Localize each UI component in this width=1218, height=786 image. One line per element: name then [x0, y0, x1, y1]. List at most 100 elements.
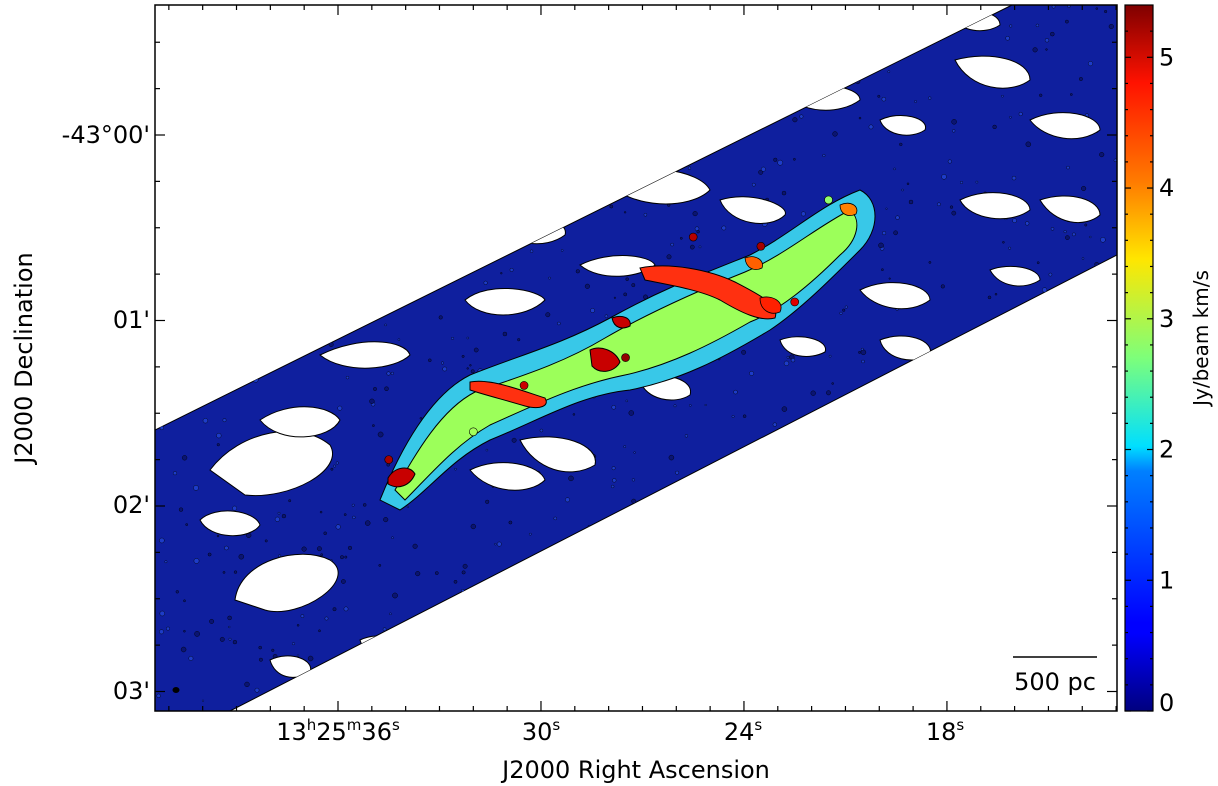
noise-speckle: [522, 24, 526, 28]
noise-speckle: [336, 198, 342, 205]
noise-speckle: [805, 468, 809, 471]
noise-speckle: [500, 272, 503, 275]
noise-speckle: [171, 221, 176, 226]
noise-speckle: [673, 404, 677, 408]
noise-speckle: [419, 252, 423, 256]
noise-speckle: [988, 626, 994, 632]
noise-speckle: [434, 571, 439, 575]
noise-speckle: [750, 104, 753, 107]
noise-speckle: [535, 194, 540, 199]
noise-speckle: [541, 187, 546, 193]
noise-speckle: [238, 554, 245, 560]
noise-speckle: [264, 313, 269, 318]
noise-speckle: [888, 21, 892, 25]
noise-speckle: [642, 557, 646, 560]
noise-speckle: [348, 55, 354, 61]
noise-speckle: [1091, 417, 1096, 422]
noise-speckle: [839, 311, 843, 315]
noise-speckle: [1001, 94, 1004, 98]
noise-speckle: [159, 610, 166, 617]
noise-speckle: [172, 471, 177, 476]
noise-speckle: [960, 180, 964, 184]
noise-speckle: [997, 568, 1003, 574]
noise-speckle: [289, 258, 294, 262]
noise-speckle: [1011, 175, 1017, 181]
noise-speckle: [553, 516, 557, 521]
noise-speckle: [686, 20, 691, 24]
noise-speckle: [1044, 38, 1050, 43]
noise-speckle: [951, 609, 956, 614]
noise-speckle: [405, 666, 409, 670]
noise-speckle: [677, 701, 682, 706]
noise-speckle: [661, 669, 665, 672]
noise-speckle: [164, 560, 168, 564]
noise-speckle: [498, 669, 504, 675]
noise-speckle: [1009, 24, 1013, 28]
noise-speckle: [442, 275, 448, 281]
noise-speckle: [446, 643, 451, 648]
noise-speckle: [1025, 141, 1032, 148]
noise-speckle: [232, 505, 238, 511]
noise-speckle: [936, 436, 941, 441]
noise-speckle: [415, 674, 421, 680]
noise-speckle: [419, 417, 423, 420]
noise-speckle: [858, 350, 861, 354]
noise-speckle: [901, 188, 904, 192]
noise-speckle: [619, 180, 624, 184]
noise-speckle: [1064, 561, 1069, 566]
noise-speckle: [987, 295, 992, 300]
noise-speckle: [379, 177, 383, 181]
noise-speckle: [475, 105, 479, 108]
noise-speckle: [352, 312, 356, 315]
noise-speckle: [684, 434, 688, 438]
noise-speckle: [975, 180, 979, 184]
noise-speckle: [881, 514, 885, 518]
noise-speckle: [187, 386, 191, 390]
noise-speckle: [222, 160, 225, 163]
noise-speckle: [761, 166, 766, 172]
noise-speckle: [539, 428, 544, 433]
noise-speckle: [180, 646, 187, 653]
noise-speckle: [335, 461, 339, 465]
noise-speckle: [614, 554, 618, 558]
noise-speckle: [500, 180, 503, 184]
noise-speckle: [1101, 442, 1104, 445]
noise-speckle: [644, 174, 647, 177]
noise-speckle: [1009, 331, 1013, 336]
noise-speckle: [159, 537, 165, 544]
noise-speckle: [471, 259, 477, 265]
noise-speckle: [391, 149, 395, 153]
noise-speckle: [564, 208, 569, 213]
noise-speckle: [736, 459, 742, 465]
noise-speckle: [529, 249, 534, 253]
noise-speckle: [448, 32, 451, 36]
noise-speckle: [796, 56, 802, 61]
noise-speckle: [617, 10, 621, 13]
noise-speckle: [1010, 477, 1014, 481]
noise-speckle: [534, 620, 539, 625]
noise-speckle: [172, 243, 176, 247]
noise-speckle: [638, 679, 641, 682]
noise-speckle: [555, 11, 560, 16]
noise-speckle: [611, 466, 616, 471]
noise-speckle: [407, 193, 414, 200]
emission-peak: [688, 232, 698, 242]
noise-speckle: [198, 293, 204, 299]
noise-speckle: [930, 585, 936, 591]
noise-speckle: [753, 525, 759, 532]
noise-speckle: [321, 37, 328, 44]
noise-speckle: [1065, 19, 1069, 24]
emission-peak: [621, 353, 630, 362]
noise-speckle: [668, 454, 675, 461]
noise-speckle: [809, 458, 814, 463]
noise-speckle: [317, 699, 321, 703]
noise-speckle: [923, 679, 929, 686]
noise-speckle: [745, 92, 748, 95]
noise-speckle: [804, 659, 808, 663]
noise-speckle: [949, 205, 954, 209]
noise-speckle: [280, 233, 285, 239]
noise-speckle: [575, 269, 580, 274]
noise-speckle: [1037, 439, 1043, 445]
noise-speckle: [489, 624, 495, 629]
